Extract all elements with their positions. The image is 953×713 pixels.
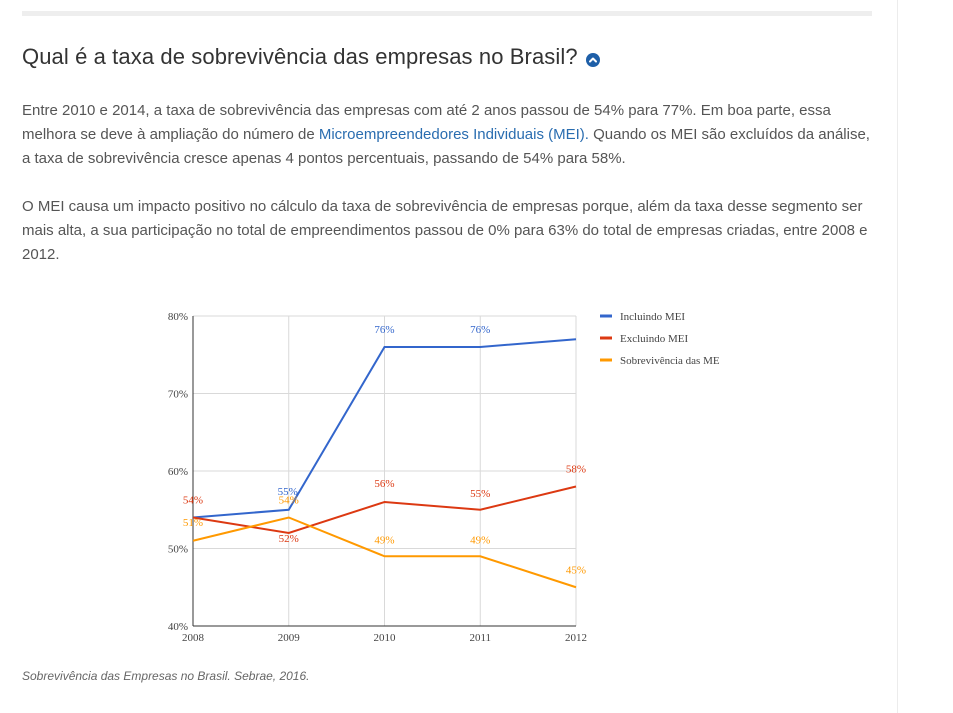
data-label: 76%: [470, 324, 490, 336]
line-chart: 40% 50% 60% 70% 80% 2008 2009 2010 2011 2012 55% 76…: [168, 311, 720, 644]
y-tick-label: 80%: [168, 311, 188, 323]
legend-entry: Excluindo MEI: [620, 333, 688, 345]
mei-impact-paragraph: O MEI causa um impacto positivo no cálcu…: [22, 198, 868, 263]
data-label: 49%: [374, 534, 394, 546]
x-tick-label: 2010: [374, 632, 397, 644]
y-tick-label: 40%: [168, 621, 188, 633]
data-label: 45%: [566, 564, 586, 576]
data-label: 58%: [566, 464, 586, 476]
mei-link[interactable]: Microempreendedores Individuais (MEI).: [318, 126, 589, 143]
data-label: 56%: [374, 478, 394, 490]
data-label: 54%: [183, 495, 203, 507]
data-label: 51%: [183, 517, 203, 529]
top-divider: [22, 11, 872, 16]
intro-text-end: Quando os MEI são excluídos da análise, …: [22, 126, 870, 167]
data-label: 49%: [470, 534, 490, 546]
x-tick-label: 2009: [278, 632, 301, 644]
y-tick-label: 70%: [168, 389, 188, 401]
series-line-3: [192, 516, 577, 589]
legend-entry: Incluindo MEI: [620, 311, 685, 323]
data-label: 55%: [278, 486, 298, 498]
y-tick-label: 50%: [168, 544, 188, 556]
data-label: 52%: [279, 533, 299, 545]
chart-caption: Sobrevivência das Empresas no Brasil. Se…: [22, 669, 310, 683]
data-label: 76%: [374, 324, 394, 336]
data-label: 54%: [279, 495, 299, 507]
survival-chart: 40% 50% 60% 70% 80% 2008 2009 2010 2011 2012 55% 76…: [150, 300, 770, 655]
x-tick-label: 2008: [182, 632, 205, 644]
intro-paragraph: Entre 2010 e 2014, a taxa de sobrevivênc…: [22, 99, 882, 171]
x-tick-label: 2011: [469, 632, 491, 644]
series-line-1: [192, 338, 577, 519]
chevron-up-icon[interactable]: [585, 52, 600, 67]
data-label: 55%: [470, 488, 490, 500]
section-header: Qual é a taxa de sobrevivência das empre…: [22, 44, 600, 70]
intro-text-start: Entre 2010 e 2014, a taxa de sobrevivênc…: [22, 102, 831, 143]
sidebar-divider: [897, 0, 898, 713]
page-title: Qual é a taxa de sobrevivência das empre…: [22, 44, 578, 69]
series-line-2: [192, 485, 577, 535]
y-tick-label: 60%: [168, 466, 188, 478]
x-tick-label: 2012: [565, 632, 587, 644]
legend-entry: Sobrevivência das ME: [620, 355, 720, 367]
